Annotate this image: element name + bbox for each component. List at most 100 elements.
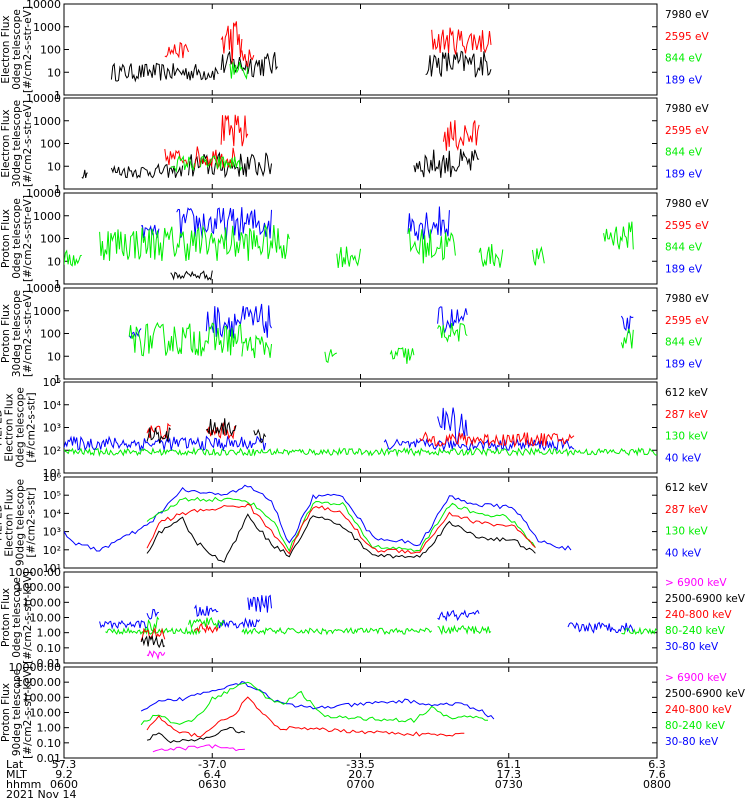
legend-entry: 40 keV [665,453,702,465]
plot-frame [63,476,658,569]
black-series [413,148,480,178]
red-series [194,622,219,634]
y-tick-label: 100 [40,233,61,246]
green-series [99,223,290,262]
legend-entry: 7980 eV [665,9,710,21]
y-axis-label: [#/cm2-s-str-eV] [22,290,34,377]
panel-6: 10¹ 10² 10³ 10⁴ 10⁵ 10⁶ MEPED Electron Flux 90de… [0,471,709,575]
x-tick-hhmm: 0800 [643,778,671,791]
legend-entry: 2595 eV [665,31,710,43]
blue-series [194,604,219,617]
y-tick-label: 10000.00 [9,566,62,579]
blue-series [620,315,634,334]
green-series [229,61,249,80]
y-axis-label: [#/cm2-s-str-keV] [22,666,34,759]
legend-entry: 189 eV [665,264,703,276]
blue-series [217,617,261,629]
y-axis-label: 30deg telescope [11,100,23,187]
legend-entry: 7980 eV [665,293,710,305]
x-row-label: Lat [6,758,24,771]
legend-entry: > 6900 keV [665,577,727,589]
y-tick-label: 10 [47,66,61,79]
y-tick-label: 10 [47,160,61,173]
y-axis-label: 90deg telescope [15,479,27,566]
green-series [140,681,488,726]
legend-entry: 844 eV [665,337,703,349]
legend-entry: 80-240 keV [665,625,726,637]
blue-series [146,608,160,620]
y-tick-label: 1 [54,183,61,196]
y-tick-label: 1 [54,89,61,102]
y-axis-label: 30deg telescope [11,290,23,377]
y-tick-label: 10² [43,544,61,557]
black-series [146,726,246,744]
y-tick-label: 1000 [33,21,61,34]
blue-series [437,407,468,444]
green-series [437,624,492,636]
y-tick-label: 1000 [33,115,61,128]
y-axis-label: [#/cm2-s-str] [26,487,38,557]
blue-series [64,435,267,453]
data-layer [128,303,634,364]
x-tick-hhmm: 0630 [198,778,226,791]
red-series [164,41,189,59]
red-series [146,503,536,555]
y-tick-label: 10² [43,444,61,457]
legend-entry: 844 eV [665,147,703,159]
black-series [110,62,219,83]
y-axis-label: Electron Flux [0,15,12,83]
legend-entry: 130 keV [665,526,709,538]
y-axis-label: 0deg telescope [11,198,23,279]
y-tick-label: 10.00 [30,707,62,720]
panel-2: 1 10 100 1000 10000 Electron Flux 30deg telesc… [0,92,710,196]
red-series [220,21,243,65]
black-series [81,169,88,179]
blue-series [437,306,468,333]
y-axis-label: Proton Flux [0,304,12,363]
y-tick-label: 10⁵ [43,376,61,389]
y-tick-label: 10 [47,255,61,268]
red-series [146,696,465,738]
y-tick-label: 10000.00 [9,661,62,674]
blue-series [99,619,148,630]
y-tick-label: 10⁴ [43,507,62,520]
date-label: 2021 Nov 14 [6,788,76,800]
black-series [170,270,213,281]
y-tick-label: 100 [40,44,61,57]
y-axis-label: [#/cm2-s-str] [26,392,38,462]
y-tick-label: 1000 [33,305,61,318]
plot-frame [63,571,658,664]
y-tick-label: 10³ [43,422,61,435]
blue-series [567,621,634,634]
black-series [220,50,278,78]
green-series [199,155,243,172]
y-tick-label: 10000 [26,0,61,11]
x-tick-mlt: 7.6 [648,768,666,781]
green-series [64,446,657,458]
green-series [128,321,243,357]
x-tick-hhmm: 0600 [50,778,78,791]
panel-1: 1 10 100 1000 10000 Electron Flux 0deg telesco… [0,0,710,102]
green-series [336,246,361,268]
y-tick-label: 1000.00 [16,676,62,689]
black-series [253,428,267,444]
blue-series [128,328,142,339]
y-axis-label: Proton Flux [0,683,12,742]
green-series [324,349,337,364]
blue-series [407,206,450,241]
x-row-label: hhmm [6,778,41,791]
y-axis-label: MEPED [0,504,5,541]
legend-entry: 189 eV [665,169,703,181]
legend-entry: 844 eV [665,242,703,254]
y-tick-label: 10¹ [43,467,61,480]
x-tick-mlt: 9.2 [55,768,73,781]
y-tick-label: 10³ [43,526,61,539]
x-tick-mlt: 20.7 [348,768,373,781]
green-series [241,334,272,359]
y-tick-label: 1.00 [37,627,62,640]
legend-entry: 7980 eV [665,103,710,115]
legend-entry: 2595 eV [665,220,710,232]
legend-entry: 2500-6900 keV [665,688,746,700]
green-series [603,221,634,250]
y-axis-label: Electron Flux [0,109,12,177]
